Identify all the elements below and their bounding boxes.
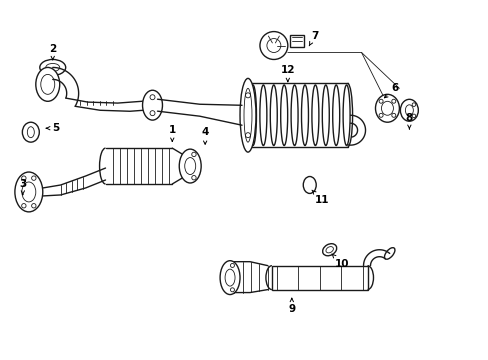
Text: 12: 12 bbox=[280, 66, 294, 82]
Ellipse shape bbox=[322, 244, 336, 256]
Text: 3: 3 bbox=[19, 179, 26, 195]
Ellipse shape bbox=[36, 67, 60, 101]
Polygon shape bbox=[289, 35, 303, 46]
Text: 2: 2 bbox=[49, 44, 56, 60]
Text: 5: 5 bbox=[46, 123, 59, 133]
Text: 7: 7 bbox=[308, 31, 318, 46]
Ellipse shape bbox=[142, 90, 162, 120]
Ellipse shape bbox=[303, 176, 316, 193]
Ellipse shape bbox=[15, 172, 42, 212]
Text: 6: 6 bbox=[384, 84, 398, 98]
Ellipse shape bbox=[260, 32, 287, 59]
Ellipse shape bbox=[179, 149, 201, 183]
Text: 10: 10 bbox=[331, 254, 348, 269]
Polygon shape bbox=[271, 266, 367, 289]
Ellipse shape bbox=[240, 78, 255, 152]
Text: 9: 9 bbox=[287, 298, 295, 315]
Ellipse shape bbox=[375, 94, 399, 122]
Ellipse shape bbox=[22, 122, 39, 142]
Text: 1: 1 bbox=[168, 125, 176, 141]
Ellipse shape bbox=[400, 99, 417, 121]
Ellipse shape bbox=[220, 261, 240, 294]
Text: 4: 4 bbox=[201, 127, 208, 144]
Text: 8: 8 bbox=[405, 113, 412, 129]
Text: 11: 11 bbox=[311, 190, 328, 205]
